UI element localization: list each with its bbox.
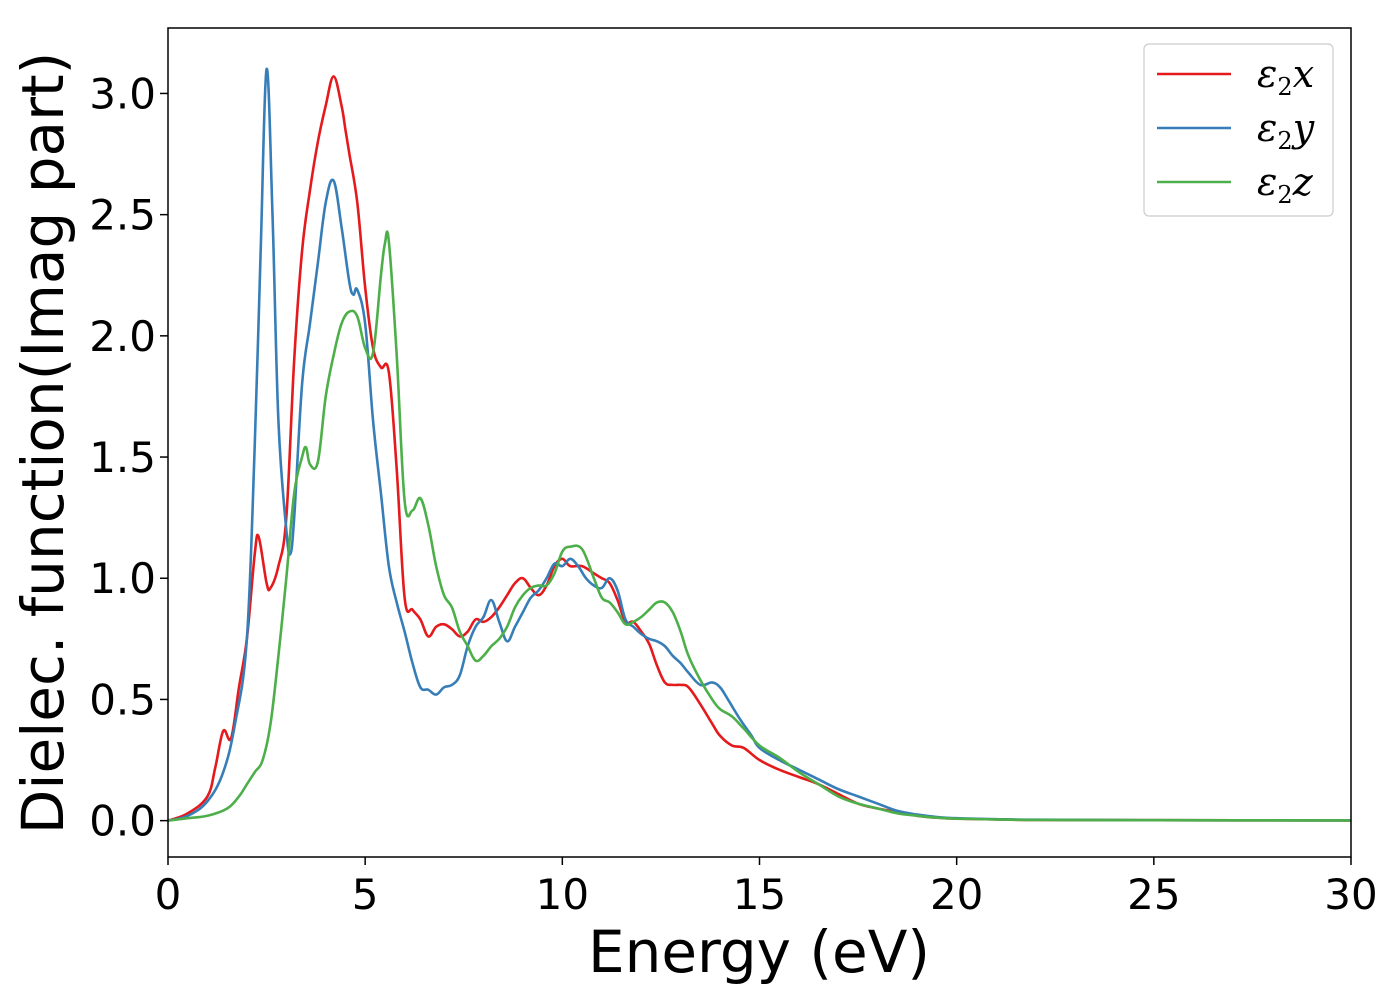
legend-label-z: ε2z [1257,160,1314,209]
y-tick-label: 2.0 [89,312,156,361]
x-axis-ticks: 0 5 10 15 20 25 30 [155,857,1378,919]
series-layer [168,67,1351,822]
x-tick-label: 0 [155,870,182,919]
y-tick-label: 0.5 [89,675,156,724]
y-tick-label: 3.0 [89,69,156,118]
x-tick-label: 5 [352,870,379,919]
x-tick-label: 20 [930,870,983,919]
x-tick-label: 15 [733,870,786,919]
series-line-x [168,75,1351,822]
x-tick-label: 30 [1324,870,1377,919]
legend-label-x: ε2x [1257,52,1314,101]
legend: ε2x ε2y ε2z [1143,43,1334,217]
legend-box [1143,43,1334,217]
y-tick-label: 1.0 [89,554,156,603]
y-tick-label: 1.5 [89,433,156,482]
x-tick-label: 10 [536,870,589,919]
y-tick-label: 0.0 [89,797,156,846]
legend-label-y: ε2y [1257,106,1315,155]
y-axis-title: Dielec. function(Imag part) [9,52,77,835]
y-tick-label: 2.5 [89,191,156,240]
y-axis-ticks: 0.0 0.5 1.0 1.5 2.0 2.5 3.0 [89,69,168,846]
x-axis-title: Energy (eV) [588,918,930,986]
x-tick-label: 25 [1127,870,1180,919]
series-line-z [168,230,1351,822]
